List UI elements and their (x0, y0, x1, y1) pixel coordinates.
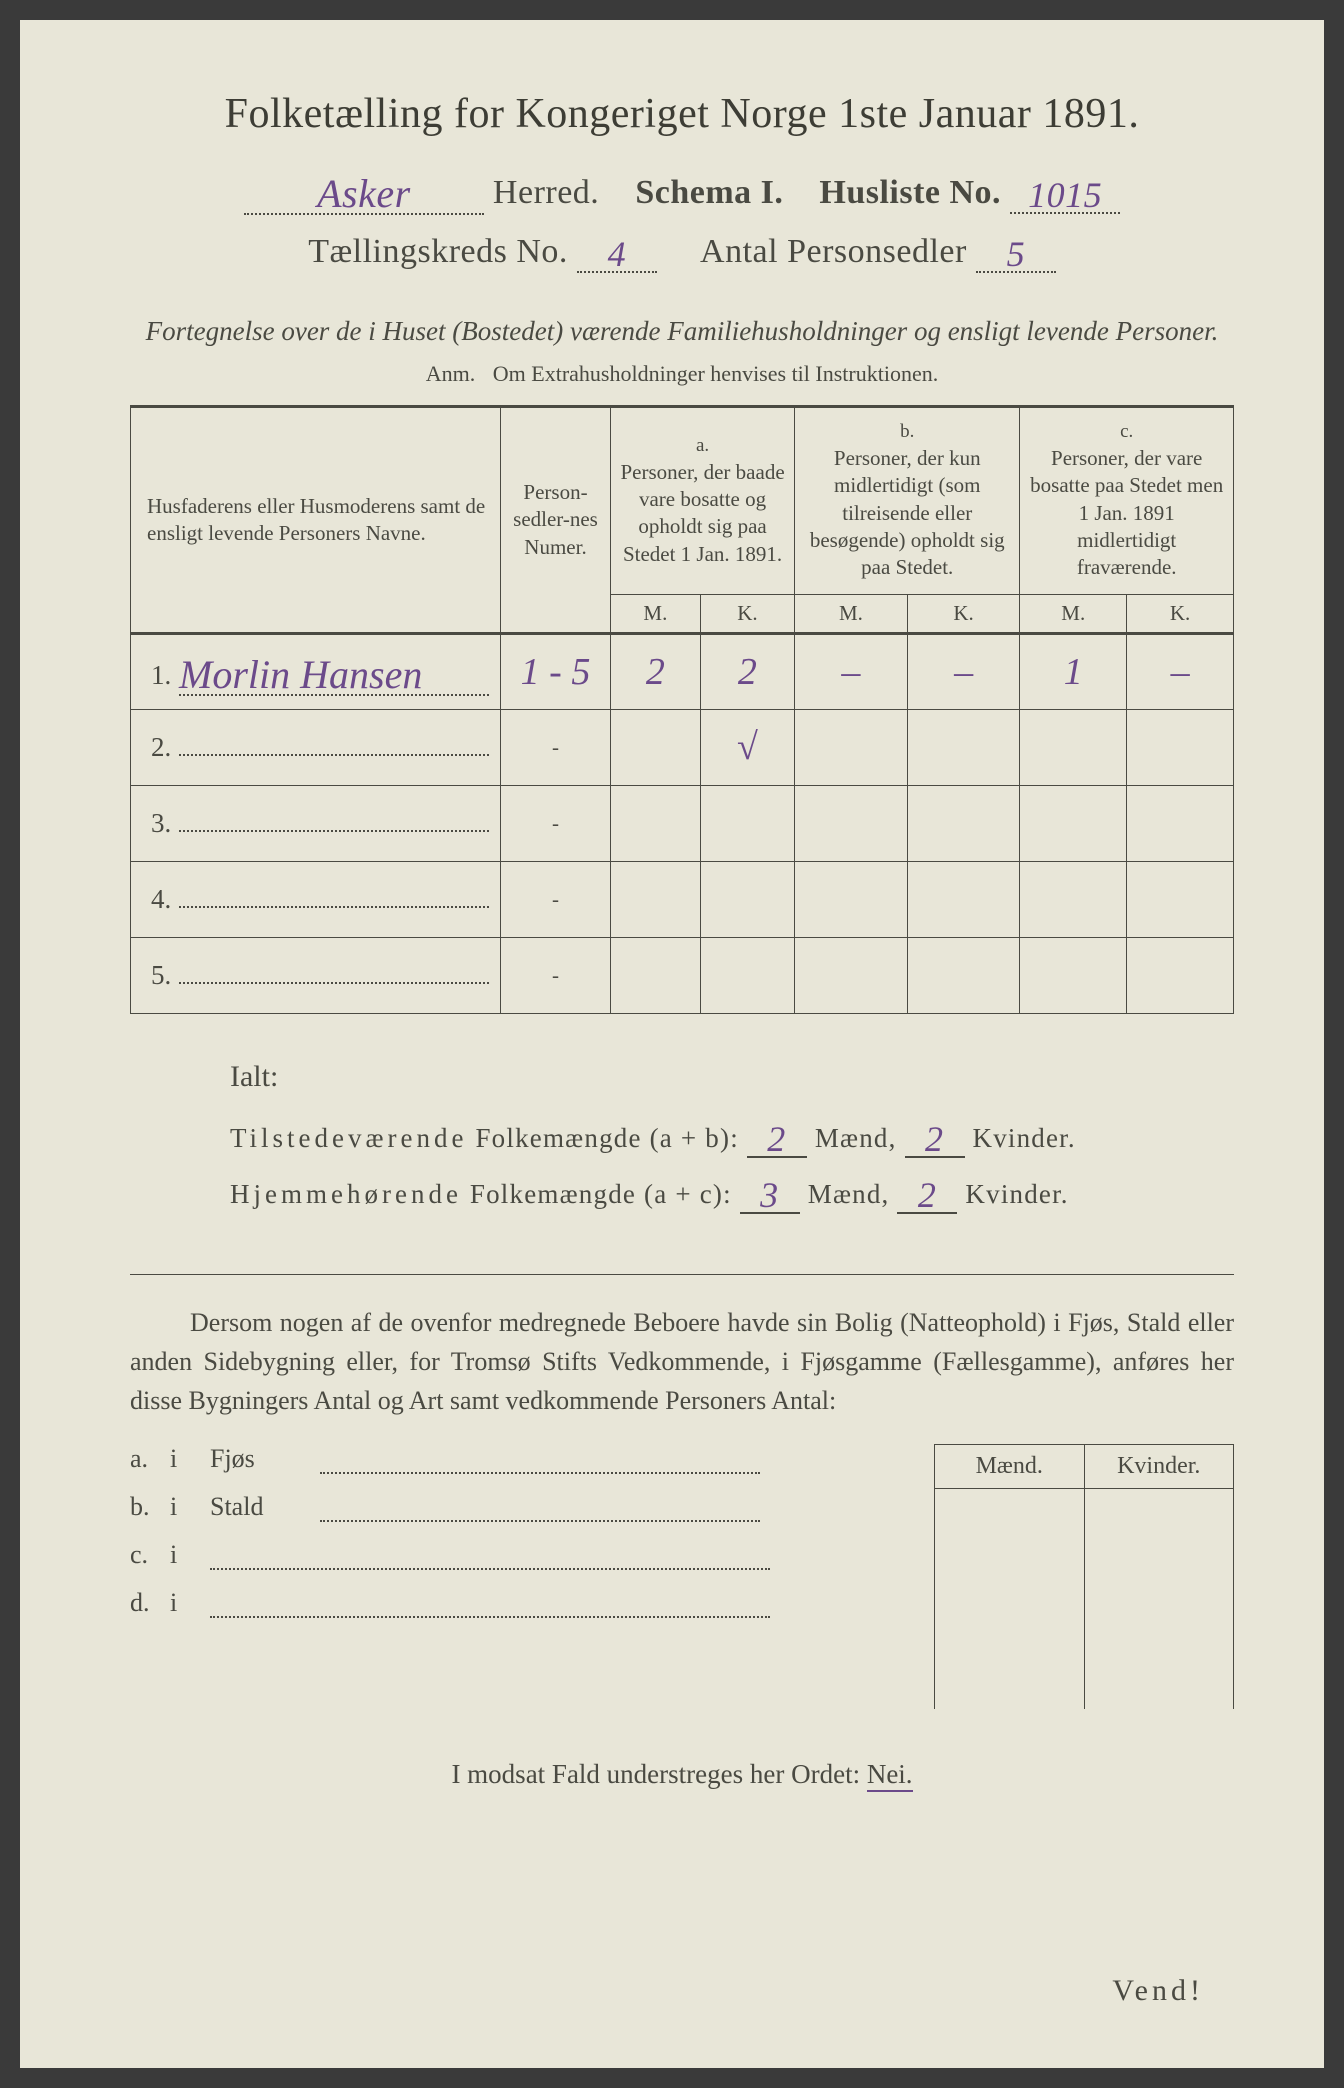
maend-header: Mænd. (935, 1445, 1085, 1489)
col-c-header: c. Personer, der vare bosatte paa Stedet… (1020, 407, 1234, 594)
outbuilding-mk-box: Mænd. Kvinder. (934, 1444, 1234, 1709)
kreds-value: 4 (608, 234, 627, 274)
ialt-label: Ialt: (230, 1060, 1234, 1094)
list-item: c.i (130, 1540, 914, 1570)
totals-line-present: Tilstedeværende Folkemængde (a + b): 2 M… (230, 1114, 1234, 1158)
table-row: 2. - √ (131, 709, 1234, 785)
antal-value: 5 (1007, 234, 1026, 274)
husliste-label: Husliste No. (819, 174, 1001, 211)
outbuilding-paragraph: Dersom nogen af de ovenfor medregnede Be… (130, 1303, 1234, 1420)
census-table: Husfaderens eller Husmoderens samt de en… (130, 405, 1234, 1013)
herred-value: Asker (317, 171, 411, 216)
page-title: Folketælling for Kongeriget Norge 1ste J… (130, 90, 1234, 138)
husliste-value: 1015 (1028, 175, 1102, 215)
antal-label: Antal Personsedler (700, 233, 967, 270)
col-c-m: M. (1020, 594, 1127, 633)
form-subtitle: Fortegnelse over de i Huset (Bostedet) v… (130, 313, 1234, 349)
turn-over-label: Vend! (1112, 1974, 1204, 2008)
anm-note: Anm. Om Extrahusholdninger henvises til … (130, 361, 1234, 387)
list-item: a.iFjøs (130, 1444, 914, 1474)
col-c-k: K. (1127, 594, 1234, 633)
col-b-m: M. (795, 594, 908, 633)
table-row: 4. - (131, 861, 1234, 937)
table-row: 5. - (131, 937, 1234, 1013)
col-b-k: K. (907, 594, 1020, 633)
table-row: 3. - (131, 785, 1234, 861)
header-line-1: Asker Herred. Schema I. Husliste No. 101… (130, 166, 1234, 215)
col-name-header: Husfaderens eller Husmoderens samt de en… (131, 407, 501, 633)
outbuilding-list: a.iFjøs b.iStald c.i d.i (130, 1444, 914, 1618)
separator (130, 1274, 1234, 1275)
herred-label: Herred. (493, 174, 599, 211)
col-a-m: M. (611, 594, 701, 633)
header-line-2: Tællingskreds No. 4 Antal Personsedler 5 (130, 229, 1234, 273)
negative-instruction: I modsat Fald understreges her Ordet: Ne… (130, 1759, 1234, 1790)
col-b-header: b. Personer, der kun midlertidigt (som t… (795, 407, 1020, 594)
list-item: b.iStald (130, 1492, 914, 1522)
col-a-header: a. Personer, der baade vare bosatte og o… (611, 407, 795, 594)
anm-label: Anm. (426, 361, 476, 386)
list-item: d.i (130, 1588, 914, 1618)
totals-line-resident: Hjemmehørende Folkemængde (a + c): 3 Mæn… (230, 1170, 1234, 1214)
outbuilding-block: a.iFjøs b.iStald c.i d.i Mænd. Kvinder. (130, 1444, 1234, 1709)
col-num-header: Person-sedler-nes Numer. (501, 407, 611, 633)
anm-text: Om Extrahusholdninger henvises til Instr… (493, 361, 938, 386)
nei-word: Nei. (867, 1759, 913, 1792)
totals-block: Ialt: Tilstedeværende Folkemængde (a + b… (230, 1060, 1234, 1214)
row-name: Morlin Hansen (179, 652, 422, 697)
col-a-k: K. (700, 594, 794, 633)
maend-cell (935, 1489, 1085, 1709)
schema-label: Schema I. (635, 174, 783, 211)
kreds-label: Tællingskreds No. (308, 233, 568, 270)
kvinder-cell (1085, 1489, 1234, 1709)
kvinder-header: Kvinder. (1085, 1445, 1234, 1489)
census-form-page: Folketælling for Kongeriget Norge 1ste J… (20, 20, 1324, 2068)
table-row: 1.Morlin Hansen 1 - 5 2 2 – – 1 – (131, 633, 1234, 709)
